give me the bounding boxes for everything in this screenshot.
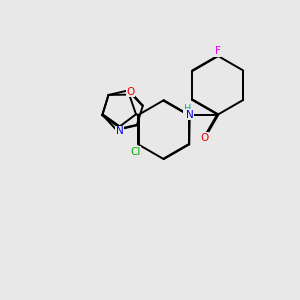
Text: N: N (186, 110, 194, 120)
Text: O: O (200, 133, 208, 142)
Text: F: F (215, 46, 221, 56)
Text: O: O (127, 87, 135, 97)
Text: H: H (184, 104, 191, 114)
Text: Cl: Cl (130, 147, 140, 157)
Text: N: N (116, 126, 123, 136)
